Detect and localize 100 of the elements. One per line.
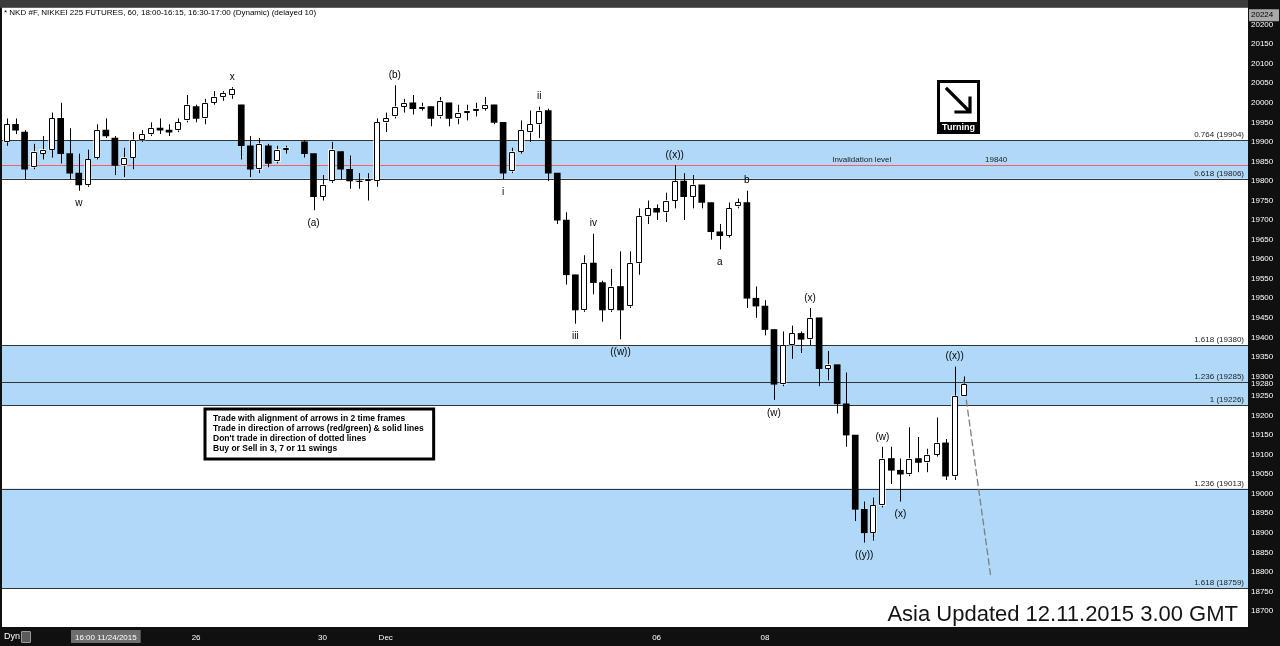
ref-line-label: 0.764 (19904): [1194, 129, 1245, 139]
y-tick-label: 19300: [1251, 371, 1274, 381]
candlestick: [581, 254, 588, 313]
candlestick: [436, 96, 444, 119]
ref-line-label: 1.618 (19380): [1194, 334, 1245, 344]
candlestick: [129, 131, 137, 170]
candlestick: [39, 135, 46, 160]
candlestick: [201, 98, 209, 125]
y-tick-label: 19250: [1251, 391, 1274, 401]
candlestick: [346, 155, 353, 190]
candlestick: [454, 104, 462, 125]
text: (w): [767, 406, 781, 418]
candlestick: [806, 307, 814, 346]
candlestick: [337, 151, 344, 180]
text: ii: [537, 90, 542, 102]
candlestick: [590, 233, 597, 295]
candlestick: [409, 94, 417, 116]
ref-line-label: Invalidation level: [832, 154, 892, 164]
candlestick: [517, 119, 525, 155]
candlestick: [445, 102, 453, 127]
annotation: Trade with alignment of arrows in 2 time frames Trade in direction of arrows (red/green) & solid lines Don't trade in direction of dotted lines Buy or Sell in 3, 7 or 11 swings: [213, 413, 424, 454]
candlestick: [635, 207, 642, 276]
y-tick-label: 20050: [1251, 78, 1274, 88]
y-tick-label: 19200: [1251, 410, 1274, 420]
annotation: Turning: [942, 122, 975, 133]
text: Dyn: [4, 631, 21, 642]
candlestick: [906, 426, 913, 477]
candlestick: [779, 330, 787, 387]
candlestick: [256, 137, 263, 174]
ref-line-label: 0.618 (19806): [1194, 168, 1245, 178]
text: ((x)): [665, 149, 684, 161]
text: (a): [307, 217, 320, 229]
y-tick-label: 20000: [1251, 97, 1274, 107]
y-tick-label: 18700: [1251, 606, 1274, 616]
y-tick-label: 19050: [1251, 469, 1274, 479]
candlestick: [644, 200, 651, 225]
candlestick: [319, 174, 326, 202]
text: (x): [894, 508, 907, 520]
annotation: 19840: [985, 154, 1008, 164]
x-tick-label: 08: [760, 633, 770, 642]
text: iii: [572, 330, 579, 342]
annotation: 20224: [1251, 10, 1274, 20]
y-tick-label: 18950: [1251, 508, 1274, 518]
text: (x): [804, 291, 816, 303]
candlestick: [93, 123, 101, 160]
candlestick: [535, 106, 543, 139]
candlestick: [933, 416, 940, 458]
candlestick: [526, 110, 534, 143]
text: ((y)): [855, 549, 874, 561]
candlestick: [626, 250, 633, 309]
text: (b): [388, 68, 401, 80]
candlestick: [951, 366, 958, 481]
x-tick-label: 16:00 11/24/2015: [74, 633, 138, 642]
chart-title: * NKD #F, NIKKEI 225 FUTURES, 60, 18:00-16:15, 16:30-17:00 (Dynamic) (delayed 10): [4, 8, 317, 17]
y-tick-label: 19500: [1251, 293, 1274, 303]
y-tick-label: 19600: [1251, 254, 1274, 264]
ref-line-label: 1.618 (18759): [1194, 577, 1245, 587]
candlestick: [30, 143, 37, 170]
candlestick: [183, 94, 191, 123]
y-tick-label: 18850: [1251, 547, 1274, 557]
text: ((x)): [945, 350, 964, 362]
y-tick-label: 19750: [1251, 195, 1274, 205]
x-tick-label: 06: [652, 633, 662, 642]
candlestick: [608, 268, 615, 313]
y-tick-label: 19000: [1251, 488, 1274, 498]
y-tick-label: 19950: [1251, 117, 1274, 127]
text: ((w)): [610, 346, 631, 358]
candlestick: [391, 84, 399, 119]
y-tick-label: 20100: [1251, 58, 1274, 68]
text: x: [229, 70, 235, 82]
candlestick: [797, 330, 805, 354]
candlestick: [960, 375, 967, 397]
candlestick: [84, 149, 92, 188]
ref-line-label: 1.236 (19013): [1194, 478, 1245, 488]
text: (w): [875, 430, 890, 442]
y-tick-label: 19700: [1251, 215, 1274, 225]
candlestick: [824, 350, 832, 381]
ref-line-label: 1 (19226): [1209, 394, 1245, 404]
x-tick-label: 26: [191, 633, 202, 642]
candlestick: [888, 446, 895, 485]
text: iv: [589, 217, 598, 229]
y-tick-label: 19800: [1251, 176, 1274, 186]
y-tick-label: 19350: [1251, 352, 1274, 362]
candlestick: [364, 172, 371, 202]
y-tick-label: 18900: [1251, 527, 1274, 537]
text: a: [717, 256, 723, 268]
candlestick: [328, 141, 335, 184]
candlestick: [716, 223, 724, 250]
candlestick: [725, 201, 733, 239]
candlestick: [662, 192, 669, 223]
annotation: Asia Updated 12.11.2015 3.00 GMT: [887, 601, 1238, 626]
candlestick: [120, 147, 128, 178]
candlestick: [897, 458, 904, 503]
y-tick-label: 19100: [1251, 449, 1274, 459]
y-tick-label: 19400: [1251, 332, 1274, 342]
text: i: [501, 185, 505, 197]
y-tick-label: 18800: [1251, 567, 1274, 577]
text: w: [75, 197, 83, 209]
y-tick-label: 18750: [1251, 586, 1274, 596]
candlestick: [490, 104, 498, 125]
